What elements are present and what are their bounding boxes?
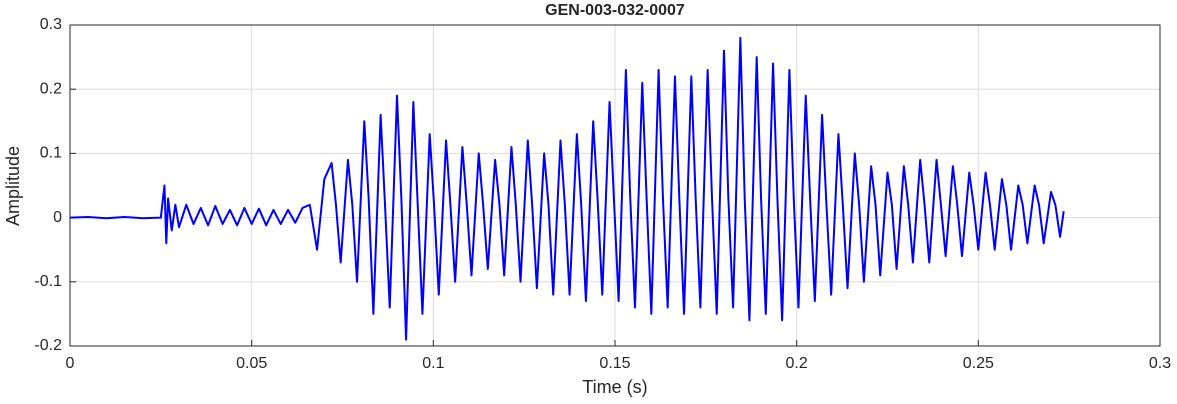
y-axis-label: Amplitude: [3, 146, 23, 226]
chart-title: GEN-003-032-0007: [545, 2, 685, 19]
x-tick-label: 0: [66, 355, 75, 372]
x-tick-label: 0.05: [236, 355, 267, 372]
y-tick-label: 0.2: [40, 80, 62, 97]
x-tick-label: 0.15: [599, 355, 630, 372]
y-tick-label: -0.1: [34, 273, 62, 290]
y-tick-label: 0.1: [40, 145, 62, 162]
x-tick-label: 0.2: [786, 355, 808, 372]
y-tick-label: -0.2: [34, 337, 62, 354]
waveform-line: [69, 36, 1065, 341]
y-tick-label: 0.3: [40, 16, 62, 33]
y-tick-label: 0: [53, 209, 62, 226]
x-tick-label: 0.25: [963, 355, 994, 372]
x-axis-label: Time (s): [582, 377, 647, 397]
plot-frame: [69, 24, 1161, 347]
x-tick-label: 0.1: [422, 355, 444, 372]
x-tick-label: 0.3: [1149, 355, 1171, 372]
